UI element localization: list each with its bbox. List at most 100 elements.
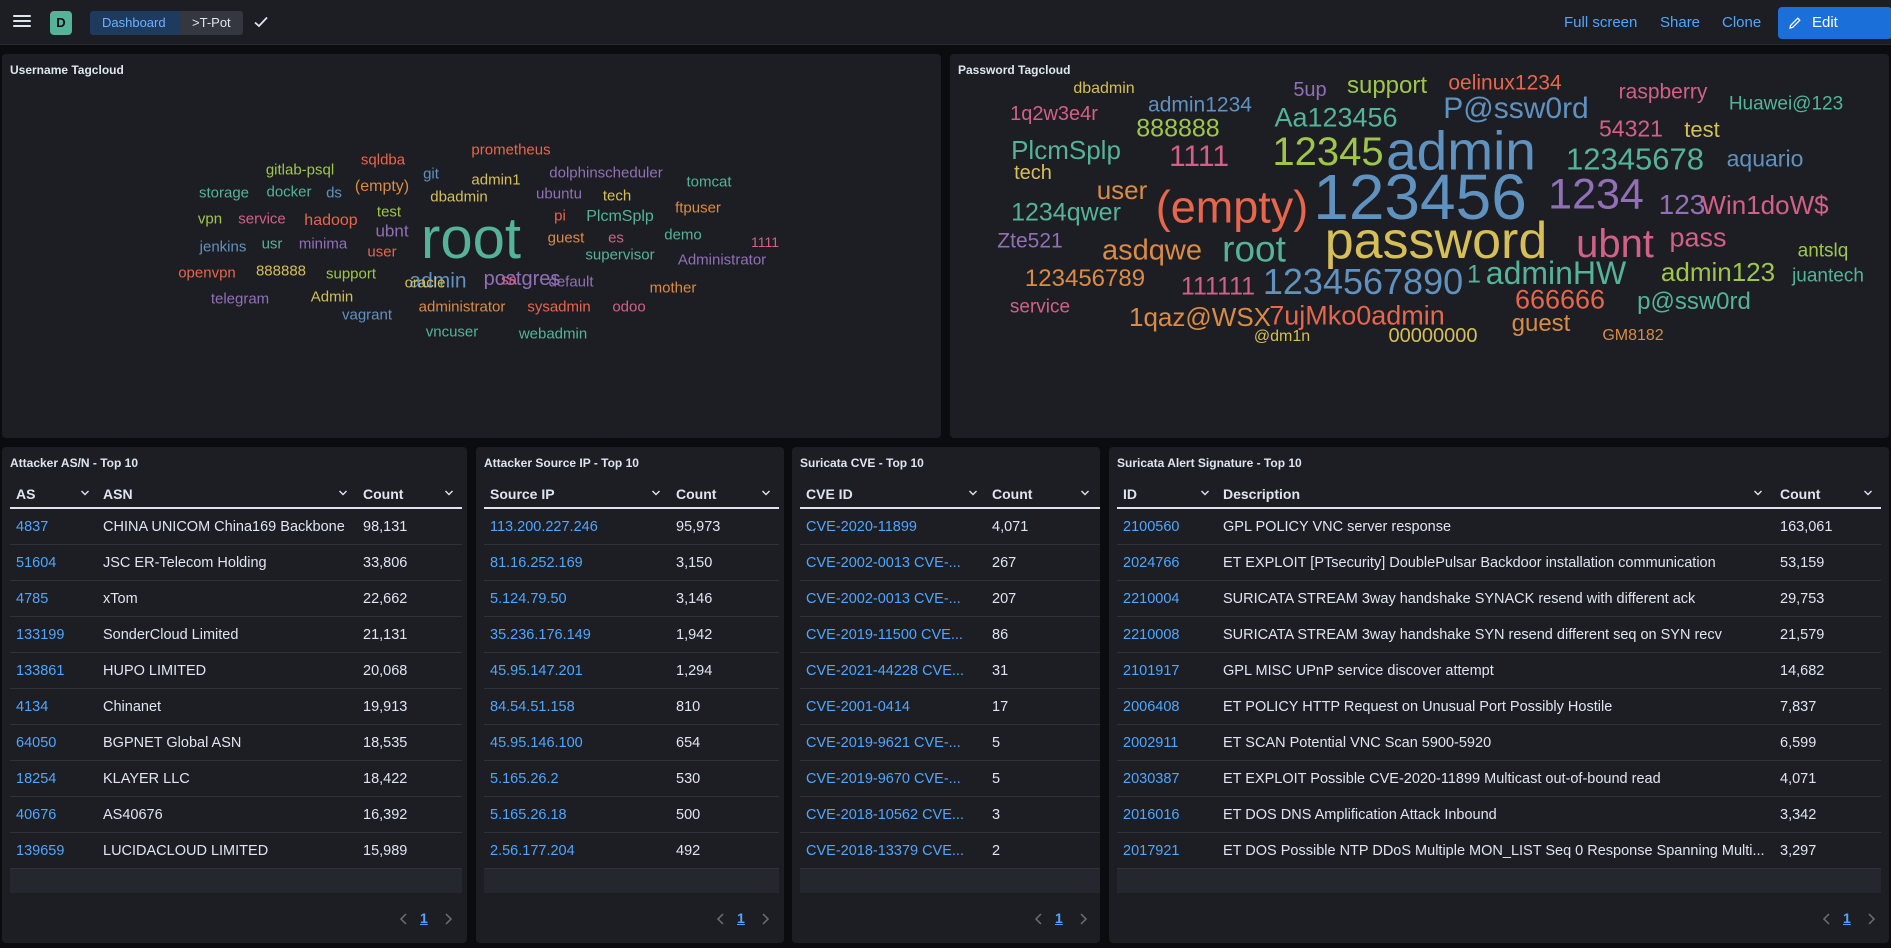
chevron-right-icon[interactable] [1077, 912, 1089, 926]
table-cell-link[interactable]: 2016016 [1123, 807, 1180, 823]
cloud-word[interactable]: usr [261, 235, 283, 253]
cloud-word[interactable]: admin1 [471, 171, 521, 189]
chevron-left-icon[interactable] [398, 912, 410, 926]
table-cell-link[interactable]: 2002911 [1123, 735, 1179, 751]
cloud-word[interactable]: 00000000 [1388, 325, 1478, 347]
cloud-word[interactable]: postgres [483, 268, 561, 290]
cloud-word[interactable]: 1234567890 [1262, 261, 1464, 302]
column-header-as[interactable]: AS [16, 486, 36, 502]
chevron-down-icon[interactable] [1200, 488, 1210, 498]
chevron-down-icon[interactable] [338, 488, 348, 498]
table-cell-link[interactable]: 18254 [16, 771, 57, 787]
cloud-word[interactable]: tech [602, 187, 632, 205]
cloud-word[interactable]: ubuntu [536, 185, 582, 203]
chevron-down-icon[interactable] [651, 488, 661, 498]
cloud-word[interactable]: service [1009, 296, 1071, 318]
column-header-asn[interactable]: ASN [103, 486, 133, 502]
table-cell-link[interactable]: 4785 [16, 591, 49, 607]
cloud-word[interactable]: 12345678 [1566, 141, 1704, 177]
cloud-word[interactable]: 1234qwer [1011, 198, 1121, 227]
cloud-word[interactable]: guest [547, 229, 585, 247]
cloud-word[interactable]: antslq [1797, 240, 1849, 262]
cloud-word[interactable]: vagrant [341, 306, 393, 324]
column-header-description[interactable]: Description [1223, 486, 1301, 502]
cloud-word[interactable]: Zte521 [997, 229, 1063, 253]
cloud-word[interactable]: p@ssw0rd [1637, 288, 1751, 315]
chevron-right-icon[interactable] [1865, 912, 1877, 926]
cloud-word[interactable]: support [325, 265, 377, 283]
cloud-word[interactable]: dolphinscheduler [549, 164, 663, 182]
table-cell-link[interactable]: 45.95.146.100 [490, 735, 583, 751]
breadcrumb-dashboard[interactable]: Dashboard [90, 11, 180, 35]
cloud-word[interactable]: vpn [197, 210, 223, 228]
cloud-word[interactable]: @dm1n [1253, 328, 1311, 345]
cloud-word[interactable]: Win1doW$ [1701, 190, 1829, 220]
cloud-word[interactable]: 888888 [1136, 114, 1220, 143]
cloud-word[interactable]: es [608, 229, 624, 247]
cloud-word[interactable]: sqldba [360, 151, 406, 169]
cloud-word[interactable]: ds [326, 184, 342, 202]
cloud-word[interactable]: admin [1386, 119, 1536, 182]
cloud-word[interactable]: ftpuser [675, 199, 721, 217]
cloud-word[interactable]: asdqwe [1102, 234, 1202, 267]
cloud-word[interactable]: support [1346, 72, 1428, 99]
cloud-word[interactable]: PlcmSplp [586, 208, 654, 225]
cloud-word[interactable]: openvpn [178, 264, 236, 282]
chevron-down-icon[interactable] [444, 488, 454, 498]
table-cell-link[interactable]: 2030387 [1123, 771, 1180, 787]
table-cell-link[interactable]: 5.165.26.18 [490, 807, 567, 823]
table-cell-link[interactable]: 2100560 [1123, 519, 1180, 535]
cloud-word[interactable]: P@ssw0rd [1443, 92, 1589, 125]
cloud-word[interactable]: user [367, 243, 397, 261]
cloud-word[interactable]: admin123 [1660, 257, 1776, 287]
edit-button[interactable]: Edit [1778, 7, 1891, 39]
cloud-word[interactable]: ubnt [1576, 222, 1654, 266]
cloud-word[interactable]: gitlab-psql [265, 161, 335, 179]
column-header-count[interactable]: Count [1780, 486, 1821, 502]
table-cell-link[interactable]: 40676 [16, 807, 57, 823]
cloud-word[interactable]: test [376, 203, 402, 221]
page-number-link[interactable]: 1 [420, 910, 428, 926]
cloud-word[interactable]: storage [198, 184, 250, 202]
table-cell-link[interactable]: 113.200.227.246 [490, 519, 598, 535]
cloud-word[interactable]: Administrator [677, 251, 767, 269]
table-cell-link[interactable]: CVE-2018-13379 CVE... [806, 843, 964, 859]
cloud-word[interactable]: GM8182 [1602, 327, 1664, 344]
table-cell-link[interactable]: 4134 [16, 699, 49, 715]
cloud-word[interactable]: Admin [310, 288, 354, 306]
cloud-word[interactable]: Aa123456 [1274, 102, 1398, 133]
cloud-word[interactable]: 666666 [1514, 284, 1606, 315]
cloud-word[interactable]: 54321 [1599, 115, 1663, 142]
cloud-word[interactable]: odoo [612, 298, 646, 316]
cloud-word[interactable]: administrator [418, 298, 506, 316]
chevron-down-icon[interactable] [1753, 488, 1763, 498]
table-cell-link[interactable]: 45.95.147.201 [490, 663, 583, 679]
cloud-word[interactable]: test [1684, 117, 1720, 142]
cloud-word[interactable]: dbadmin [430, 188, 488, 206]
table-cell-link[interactable]: CVE-2019-11500 CVE... [806, 627, 963, 643]
column-header-source-ip[interactable]: Source IP [490, 486, 555, 502]
cloud-word[interactable]: root [421, 206, 521, 271]
cloud-word[interactable]: dbadmin [1073, 80, 1135, 97]
cloud-word[interactable]: oelinux1234 [1448, 71, 1562, 95]
table-cell-link[interactable]: CVE-2020-11899 [806, 519, 917, 535]
table-cell-link[interactable]: 51604 [16, 555, 57, 571]
table-cell-link[interactable]: 2017921 [1123, 843, 1180, 859]
cloud-word[interactable]: adminHW [1485, 255, 1627, 291]
chevron-down-icon[interactable] [761, 488, 771, 498]
chevron-left-icon[interactable] [1821, 912, 1833, 926]
cloud-word[interactable]: 123456 [1313, 161, 1527, 233]
page-number-link[interactable]: 1 [1055, 910, 1063, 926]
cloud-word[interactable]: raspberry [1618, 80, 1708, 104]
column-header-count[interactable]: Count [363, 486, 404, 502]
table-cell-link[interactable]: 4837 [16, 519, 49, 535]
cloud-word[interactable]: supervisor [585, 246, 655, 264]
chevron-down-icon[interactable] [80, 488, 90, 498]
column-header-id[interactable]: ID [1123, 486, 1137, 502]
table-cell-link[interactable]: 133199 [16, 627, 65, 643]
cloud-word[interactable]: 1 [1467, 260, 1481, 289]
table-cell-link[interactable]: 2210008 [1123, 627, 1180, 643]
app-avatar-badge[interactable]: D [50, 11, 72, 35]
table-cell-link[interactable]: 139659 [16, 843, 65, 859]
cloud-word[interactable]: (empty) [354, 178, 410, 195]
